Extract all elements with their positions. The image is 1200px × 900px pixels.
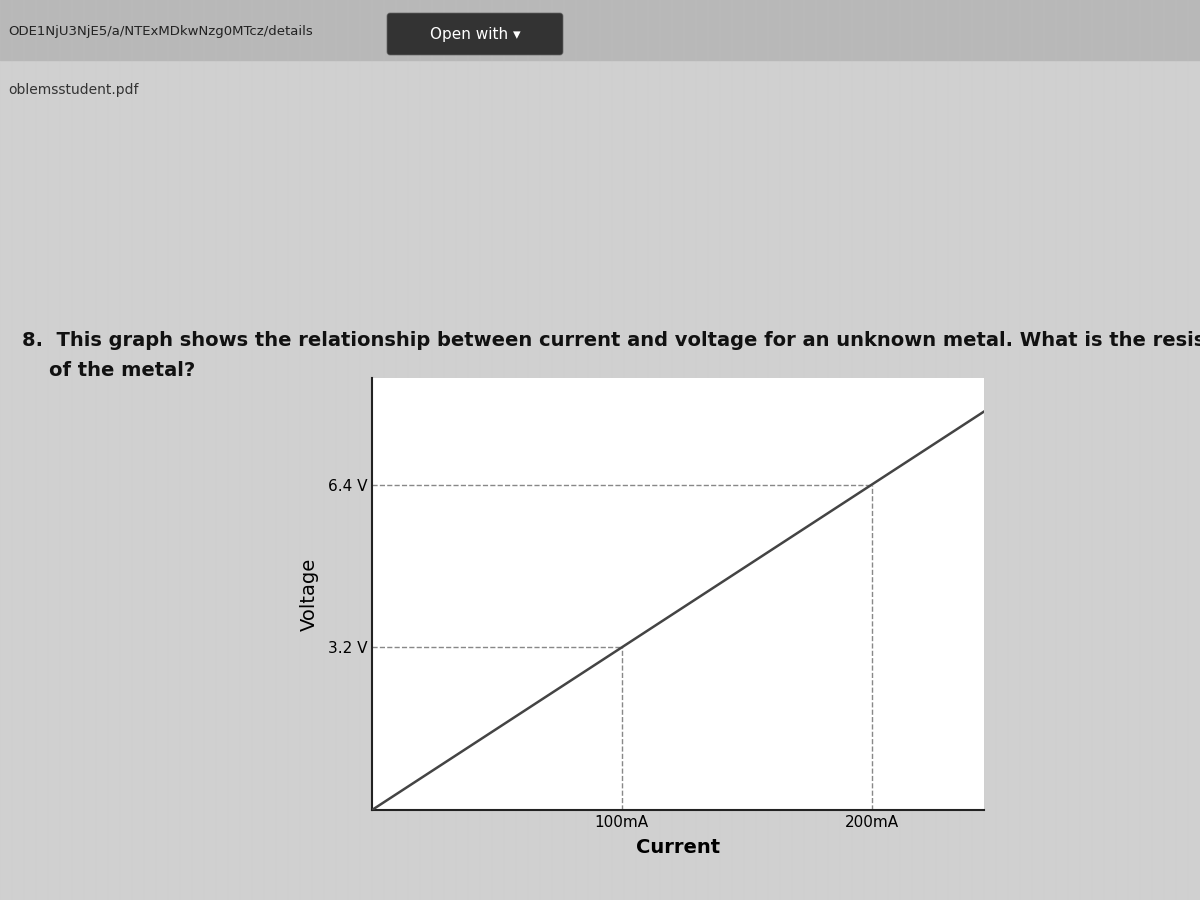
FancyBboxPatch shape (386, 13, 563, 55)
Text: Open with ▾: Open with ▾ (430, 26, 521, 41)
Text: oblemsstudent.pdf: oblemsstudent.pdf (8, 83, 138, 97)
Y-axis label: Voltage: Voltage (300, 557, 319, 631)
Text: ODE1NjU3NjE5/a/NTExMDkwNzg0MTcz/details: ODE1NjU3NjE5/a/NTExMDkwNzg0MTcz/details (8, 25, 313, 39)
Bar (0, 0, 1200, 60)
X-axis label: Current: Current (636, 838, 720, 857)
Text: of the metal?: of the metal? (22, 361, 196, 380)
Text: 8.  This graph shows the relationship between current and voltage for an unknown: 8. This graph shows the relationship bet… (22, 330, 1200, 349)
